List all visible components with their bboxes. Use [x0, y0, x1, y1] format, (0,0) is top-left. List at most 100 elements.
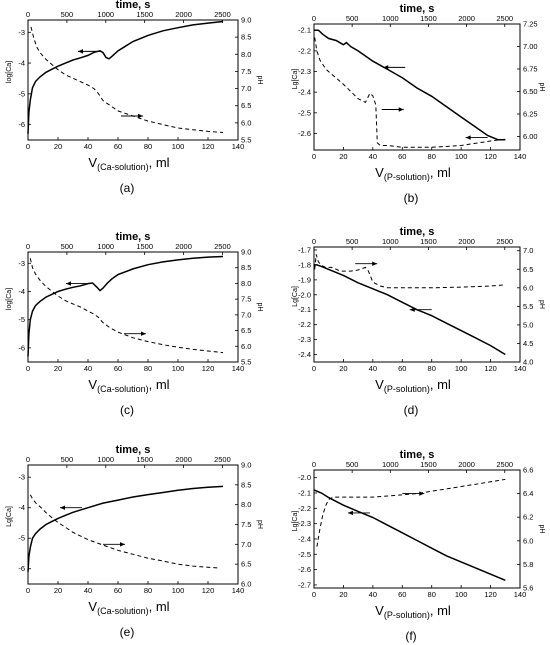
ph-series-line	[29, 258, 224, 354]
y-left-tick-label: -2.0	[298, 290, 311, 299]
top-tick-label: 1500	[420, 460, 437, 469]
y-left-label: Lg[Ca]	[292, 69, 299, 90]
top-tick-label: 1500	[420, 237, 437, 246]
y-right-tick-label: 8.5	[241, 33, 251, 42]
top-tick-label: 1000	[97, 455, 114, 464]
y-left-label: log[Ca]	[6, 61, 13, 83]
y-left-tick-label: -6	[18, 343, 25, 352]
top-axis-title: time, s	[400, 226, 435, 238]
x-axis-label-unit: , ml	[430, 377, 451, 392]
arrow-head	[372, 261, 378, 266]
y-right-tick-label: 5.5	[241, 358, 251, 367]
arrow-head	[383, 65, 389, 70]
y-left-tick-label: -2.5	[298, 108, 311, 117]
top-tick-label: 2000	[458, 237, 475, 246]
y-right-tick-label: 6.0	[241, 580, 251, 589]
top-axis-title: time, s	[400, 3, 435, 15]
top-tick-label: 1500	[420, 14, 437, 23]
arrow-head	[60, 505, 65, 510]
y-left-tick-label: -4	[18, 503, 25, 512]
y-right-tick-label: 6.2	[523, 513, 533, 522]
arrow-head	[141, 331, 146, 336]
axis-indicator-arrow	[383, 65, 406, 70]
top-tick-label: 2500	[496, 460, 513, 469]
plot-frame	[27, 251, 239, 363]
x-tick-label: 100	[172, 142, 185, 151]
y-left-tick-label: -3	[18, 473, 25, 482]
x-tick-label: 120	[202, 364, 215, 373]
x-tick-label: 100	[172, 586, 185, 595]
y-right-tick-label: 7.5	[241, 295, 251, 304]
y-left-tick-label: -2.3	[298, 67, 311, 76]
x-axis-label-main: V	[88, 155, 97, 170]
arrow-head	[120, 542, 125, 547]
x-axis-label-subscript: (Ca-solution)	[97, 384, 149, 394]
plot-frame	[313, 23, 521, 151]
top-tick-label: 2500	[214, 455, 231, 464]
x-axis-label: V(Ca-solution), ml	[88, 155, 169, 172]
top-tick-label: 1500	[136, 455, 153, 464]
top-tick-label: 0	[26, 242, 30, 251]
y-right-tick-label: 6.5	[241, 560, 251, 569]
y-left-tick-label: -5	[18, 534, 25, 543]
y-left-label: log[Ca]	[6, 288, 13, 310]
y-right-tick-label: 6.5	[523, 265, 533, 274]
y-right-tick-label: 4.5	[523, 339, 533, 348]
y-right-label: pH	[256, 520, 263, 529]
x-tick-label: 20	[54, 586, 62, 595]
x-axis-label-main: V	[88, 599, 97, 614]
top-tick-label: 1000	[97, 10, 114, 19]
y-left-tick-label: -2.1	[298, 488, 311, 497]
x-tick-label: 60	[114, 142, 122, 151]
y-right-tick-label: 7.0	[241, 310, 251, 319]
axis-indicator-arrow	[347, 510, 370, 516]
y-left-tick-label: -2.3	[298, 335, 311, 344]
arrow-head	[465, 135, 471, 140]
x-tick-label: 120	[202, 586, 215, 595]
y-right-tick-label: 6.6	[523, 466, 533, 475]
y-left-tick-label: -2.1	[298, 26, 311, 35]
x-tick-label: 60	[398, 152, 406, 161]
ph-series-line	[29, 494, 221, 569]
arrow-head	[409, 307, 415, 312]
y-right-tick-label: 7.5	[241, 520, 251, 529]
y-right-label: pH	[256, 303, 263, 312]
y-left-tick-label: -2.3	[298, 519, 311, 528]
ph-series-line	[314, 37, 506, 148]
x-tick-label: 140	[232, 364, 245, 373]
top-tick-label: 0	[26, 10, 30, 19]
x-tick-label: 140	[232, 142, 245, 151]
y-right-tick-label: 8.0	[241, 279, 251, 288]
axis-indicator-arrow	[121, 113, 143, 119]
ph-series-line	[316, 478, 506, 547]
y-right-tick-label: 9.0	[241, 461, 251, 470]
top-axis-title: time, s	[116, 231, 151, 243]
top-tick-label: 0	[312, 237, 316, 246]
panel-label: (e)	[120, 625, 135, 639]
y-left-tick-label: -3	[18, 28, 25, 37]
y-left-tick-label: -2.4	[298, 534, 311, 543]
top-tick-label: 1000	[382, 237, 399, 246]
axis-indicator-arrow	[60, 505, 82, 510]
y-left-tick-label: -2.2	[298, 46, 311, 55]
axis-indicator-arrow	[409, 307, 432, 312]
y-left-tick-label: -2.0	[298, 473, 311, 482]
axis-indicator-arrow	[381, 107, 404, 112]
chart-panel-e: 0 20 40 60 80 100 120 140 0 500 1000 1500 2000 2500 -6…	[6, 444, 263, 639]
x-tick-label: 140	[232, 586, 245, 595]
ca-series-line	[313, 489, 506, 581]
y-right-tick-label: 5.6	[523, 584, 533, 593]
ca-series-line	[314, 264, 506, 356]
y-right-label: pH	[256, 76, 263, 85]
axis-indicator-arrow	[465, 135, 488, 140]
top-tick-label: 0	[312, 14, 316, 23]
x-tick-label: 100	[455, 152, 468, 161]
y-right-tick-label: 5.5	[241, 136, 251, 145]
y-left-tick-label: -2.6	[298, 565, 311, 574]
ca-series-line	[314, 29, 506, 141]
x-axis-label: V(P-solution), ml	[375, 377, 451, 394]
y-right-tick-label: 5.0	[523, 320, 533, 329]
x-axis-label-main: V	[375, 165, 384, 180]
top-tick-label: 2500	[496, 14, 513, 23]
y-right-tick-label: 6.0	[523, 536, 533, 545]
